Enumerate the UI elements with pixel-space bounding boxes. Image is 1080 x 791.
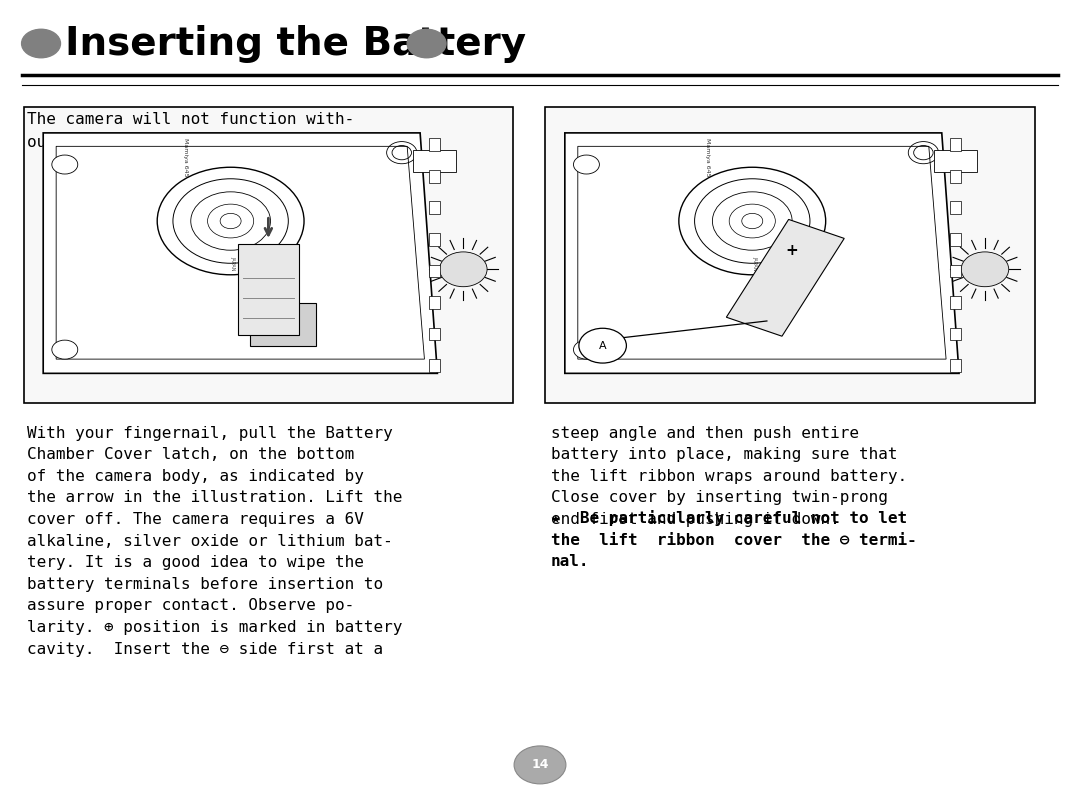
Bar [238,244,299,335]
Bar [429,233,440,246]
Polygon shape [565,133,959,373]
Circle shape [579,328,626,363]
Text: Mamiya 645: Mamiya 645 [184,138,188,176]
Text: JAPAN: JAPAN [753,255,757,271]
Bar [429,202,440,214]
Bar [429,296,440,308]
Circle shape [573,155,599,174]
Bar [950,138,961,151]
Circle shape [52,340,78,359]
Text: ★  Be particularly careful not to let
the  lift  ribbon  cover  the ⊖ termi-
nal: ★ Be particularly careful not to let the… [551,510,917,570]
Bar [950,170,961,183]
Bar [429,170,440,183]
Circle shape [22,29,60,58]
Circle shape [440,252,487,286]
Bar [249,304,315,346]
Circle shape [407,29,446,58]
Text: With your fingernail, pull the Battery
Chamber Cover latch, on the bottom
of the: With your fingernail, pull the Battery C… [27,426,403,657]
Text: 14: 14 [531,759,549,771]
Bar [429,138,440,151]
Circle shape [573,340,599,359]
Text: Mamiya 645: Mamiya 645 [705,138,710,176]
FancyBboxPatch shape [24,107,513,403]
Text: +: + [785,244,798,259]
Circle shape [514,746,566,784]
Bar [950,296,961,308]
Bar [429,264,440,277]
Bar [950,359,961,372]
Bar [429,359,440,372]
Polygon shape [727,219,845,336]
Bar [950,202,961,214]
Bar [950,264,961,277]
Bar [950,327,961,340]
Circle shape [52,155,78,174]
Text: steep angle and then push entire
battery into place, making sure that
the lift r: steep angle and then push entire battery… [551,426,907,527]
FancyBboxPatch shape [545,107,1035,403]
Text: A: A [598,341,607,350]
Text: The camera will not function with-
out  a  battery: The camera will not function with- out a… [27,112,354,149]
Bar [429,327,440,340]
Bar [934,150,977,172]
Bar [950,233,961,246]
Text: JAPAN: JAPAN [231,255,235,271]
Circle shape [961,252,1009,286]
Bar [413,150,456,172]
Text: Inserting the Battery: Inserting the Battery [65,25,526,62]
Polygon shape [43,133,437,373]
